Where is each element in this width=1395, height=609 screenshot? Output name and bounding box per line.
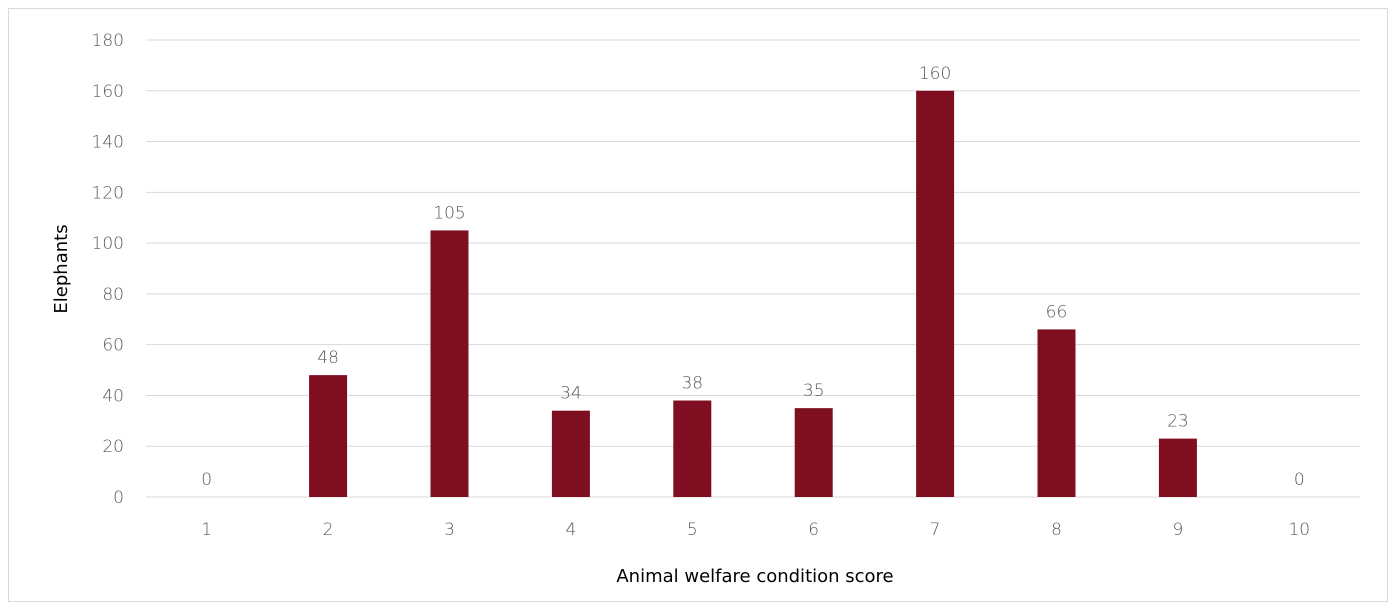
x-axis-ticks: 1 2 3 4 5 6 7 8 9 10 xyxy=(201,520,1310,540)
y-tick-label: 80 xyxy=(102,285,124,305)
y-tick-label: 40 xyxy=(102,386,124,406)
bar-score-3 xyxy=(431,230,469,497)
x-tick-label: 5 xyxy=(687,520,698,540)
x-tick-label: 2 xyxy=(323,520,334,540)
y-tick-label: 180 xyxy=(92,31,124,51)
x-tick-label: 1 xyxy=(201,520,212,540)
x-tick-label: 7 xyxy=(930,520,941,540)
x-tick-label: 6 xyxy=(808,520,819,540)
data-label-score-6: 35 xyxy=(803,381,825,401)
x-axis-title: Animal welfare condition score xyxy=(616,566,893,587)
bar-score-5 xyxy=(673,401,711,497)
data-labels: 0 48 105 34 38 35 160 66 23 0 xyxy=(201,64,1304,490)
y-tick-label: 60 xyxy=(102,336,124,356)
x-tick-label: 10 xyxy=(1288,520,1310,540)
data-label-score-4: 34 xyxy=(560,384,582,404)
bar-score-9 xyxy=(1159,439,1197,497)
y-axis-ticks: 0 20 40 60 80 100 120 140 160 180 xyxy=(92,31,124,508)
data-label-score-7: 160 xyxy=(919,64,951,84)
bar-score-7 xyxy=(916,91,954,497)
y-tick-label: 0 xyxy=(113,488,124,508)
data-label-score-3: 105 xyxy=(433,203,465,223)
data-label-score-8: 66 xyxy=(1046,302,1068,322)
x-tick-label: 4 xyxy=(565,520,576,540)
bar-score-8 xyxy=(1038,329,1076,497)
y-tick-label: 140 xyxy=(92,133,124,153)
data-label-score-1: 0 xyxy=(201,470,212,490)
bar-score-6 xyxy=(795,408,833,497)
data-label-score-9: 23 xyxy=(1167,412,1189,432)
y-tick-label: 120 xyxy=(92,183,124,203)
bar-score-2 xyxy=(309,375,347,497)
x-tick-label: 8 xyxy=(1051,520,1062,540)
y-axis-title: Elephants xyxy=(51,224,72,313)
y-tick-label: 160 xyxy=(92,82,124,102)
bar-score-4 xyxy=(552,411,590,497)
x-tick-label: 9 xyxy=(1172,520,1183,540)
data-label-score-10: 0 xyxy=(1294,470,1305,490)
data-label-score-5: 38 xyxy=(681,374,703,394)
y-tick-label: 100 xyxy=(92,234,124,254)
x-tick-label: 3 xyxy=(444,520,455,540)
y-tick-label: 20 xyxy=(102,437,124,457)
data-label-score-2: 48 xyxy=(317,348,339,368)
